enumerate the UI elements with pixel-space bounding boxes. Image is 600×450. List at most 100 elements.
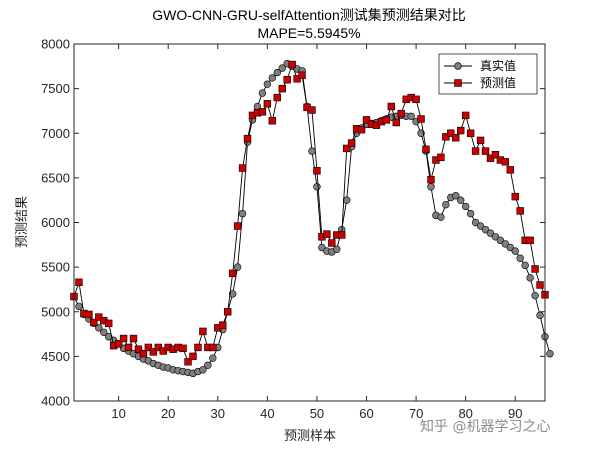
series-1-point: [278, 64, 286, 72]
x-tick-label: 80: [458, 406, 472, 421]
series-2-point: [382, 116, 391, 124]
series-2-point: [526, 236, 534, 245]
series-1-point: [407, 112, 415, 120]
series-1-point: [427, 183, 435, 191]
series-2-point: [124, 343, 133, 352]
series-1-point: [209, 354, 217, 362]
series-2-point: [501, 158, 510, 166]
legend-marker-series-2: [454, 79, 462, 87]
series-1-point: [273, 68, 281, 77]
series-1-point: [228, 290, 237, 298]
x-axis-ticks: 10 20 30 40 50 60 70 80 90: [111, 44, 522, 421]
series-2-point: [392, 118, 400, 127]
series-2-point: [457, 126, 465, 135]
series-2-point: [149, 348, 158, 356]
series-2-point: [362, 116, 371, 124]
series-2-point: [233, 222, 242, 230]
series-2-point: [387, 102, 396, 111]
series-2-point: [506, 166, 514, 174]
y-tick-label: 6500: [41, 170, 70, 185]
series-2-point: [189, 352, 197, 361]
series-2-point: [511, 192, 519, 201]
y-tick-label: 7000: [41, 126, 70, 141]
series-1-point: [526, 274, 534, 282]
series-2-point: [119, 334, 128, 343]
series-2-point: [447, 129, 455, 137]
series-2-point: [417, 115, 425, 123]
series-1-point: [511, 247, 519, 255]
series-1-point: [531, 291, 539, 300]
series-1-point: [491, 233, 500, 241]
series-2-point: [139, 349, 148, 358]
y-axis-ticks: 4000 4500 5000 5500 6000 6500 7000 7500 8000: [41, 37, 545, 409]
x-tick-label: 90: [508, 406, 522, 421]
series-2-point: [278, 84, 286, 93]
series-2-point: [476, 136, 485, 145]
series-1-point: [457, 196, 465, 204]
y-tick-label: 8000: [41, 37, 70, 52]
series-2-point: [223, 308, 232, 316]
series-1-point: [496, 236, 505, 245]
series-1-point: [442, 200, 450, 209]
series-1-point: [313, 183, 321, 191]
series-2-point: [491, 150, 500, 159]
legend-box: [438, 53, 538, 95]
legend: 真实值 预测值: [438, 53, 538, 95]
series-2-point: [129, 334, 138, 343]
series-2-point: [75, 278, 83, 286]
x-tick-label: 20: [161, 406, 175, 421]
series-1-point: [233, 263, 242, 271]
plot-area: [74, 44, 545, 401]
x-tick-label: 60: [359, 406, 373, 421]
series-1-point: [501, 240, 510, 248]
series-2-point: [199, 327, 207, 336]
series-2: [70, 60, 549, 366]
series-2-point: [114, 340, 123, 348]
legend-label-series-2: 预测值: [480, 75, 516, 90]
series-1-point: [75, 302, 83, 311]
series-2-point: [298, 71, 306, 79]
series-2-point: [347, 139, 356, 147]
series-2-point: [531, 265, 539, 273]
series-2-point: [452, 134, 460, 142]
series-2-point: [194, 343, 202, 352]
series-1-point: [238, 209, 247, 218]
x-tick-label: 40: [260, 406, 274, 421]
series-2-point: [536, 281, 544, 289]
y-tick-label: 7500: [41, 81, 70, 96]
series-2-point: [422, 145, 430, 154]
y-tick-label: 6000: [41, 215, 70, 230]
series-1-point: [308, 147, 316, 155]
series-2-point: [516, 207, 524, 215]
series-2-point: [412, 95, 420, 104]
chart-subtitle: MAPE=5.5945%: [257, 25, 360, 41]
series-2-point: [184, 358, 192, 366]
series-2-point: [427, 175, 435, 184]
series-1-point: [333, 245, 341, 253]
series-1-point: [437, 213, 445, 221]
series-1-point: [204, 361, 212, 369]
series-2-point: [219, 321, 227, 329]
series-2-point: [105, 319, 113, 328]
series-2-point: [85, 310, 93, 319]
series-2-point: [273, 93, 281, 102]
series-2-point: [268, 117, 277, 125]
series-1-point: [461, 202, 470, 211]
x-tick-label: 10: [111, 406, 125, 421]
series-1-point: [452, 192, 460, 200]
x-tick-label: 50: [310, 406, 324, 421]
y-axis-label: 预测结果: [15, 196, 30, 248]
watermark: 知乎 @机器学习之心: [420, 419, 551, 435]
series-2-point: [90, 318, 98, 327]
series-2-point: [134, 345, 143, 353]
series-1-point: [100, 328, 108, 336]
series-1-point: [481, 225, 490, 234]
series-2-point: [357, 125, 366, 134]
series-2-point: [228, 269, 237, 278]
series-2-point: [481, 147, 490, 155]
legend-marker-series-1: [454, 62, 462, 70]
series-1-point: [268, 74, 277, 82]
series-2-point: [437, 153, 445, 162]
series-2-point: [263, 100, 272, 108]
